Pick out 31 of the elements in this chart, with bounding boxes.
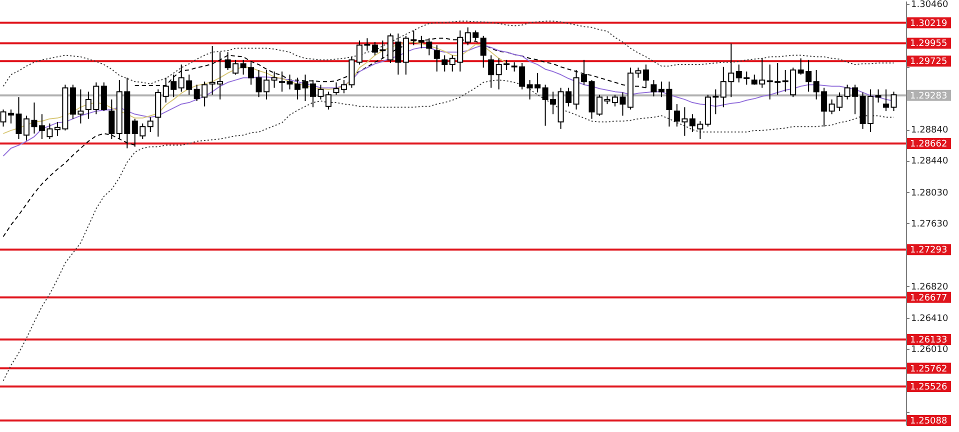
ref-line-label: 1.27293: [910, 246, 948, 256]
ref-line-label: 1.29283: [910, 91, 948, 102]
y-tick-label: 1.28840: [911, 126, 948, 136]
candlestick: [883, 88, 890, 112]
candlestick: [325, 91, 332, 110]
candlestick: [333, 82, 340, 96]
ref-line-label: 1.26677: [910, 293, 948, 304]
ref-line-label: 1.29955: [910, 39, 948, 50]
ref-line-label: 1.25762: [910, 364, 948, 374]
y-tick-label: 1.26010: [911, 345, 948, 356]
ref-line-label: 1.30219: [910, 18, 948, 29]
candlestick: [147, 116, 154, 132]
candlestick: [488, 54, 494, 88]
ref-line-label: 1.25088: [910, 416, 948, 427]
candlestick: [434, 44, 440, 72]
ref-line-label: 1.28662: [910, 139, 948, 150]
candlestick: [890, 91, 897, 112]
candlestick: [442, 54, 448, 72]
y-tick-label: 1.30460: [911, 0, 948, 10]
candlestick: [100, 82, 107, 112]
y-tick-label: 1.28440: [911, 156, 948, 167]
line-series: [2, 20, 894, 87]
y-tick-label: 1.27630: [911, 219, 948, 230]
ref-line-label: 1.29725: [910, 57, 948, 68]
ref-line-label: 1.26133: [910, 336, 948, 346]
y-tick-label: 1.26410: [911, 314, 948, 324]
candlestick: [650, 80, 657, 97]
candlestick: [875, 88, 882, 104]
y-tick-label: 1.28030: [911, 188, 948, 198]
y-tick-label: 1.26820: [911, 282, 948, 292]
ref-line-label: 1.25526: [910, 382, 948, 393]
